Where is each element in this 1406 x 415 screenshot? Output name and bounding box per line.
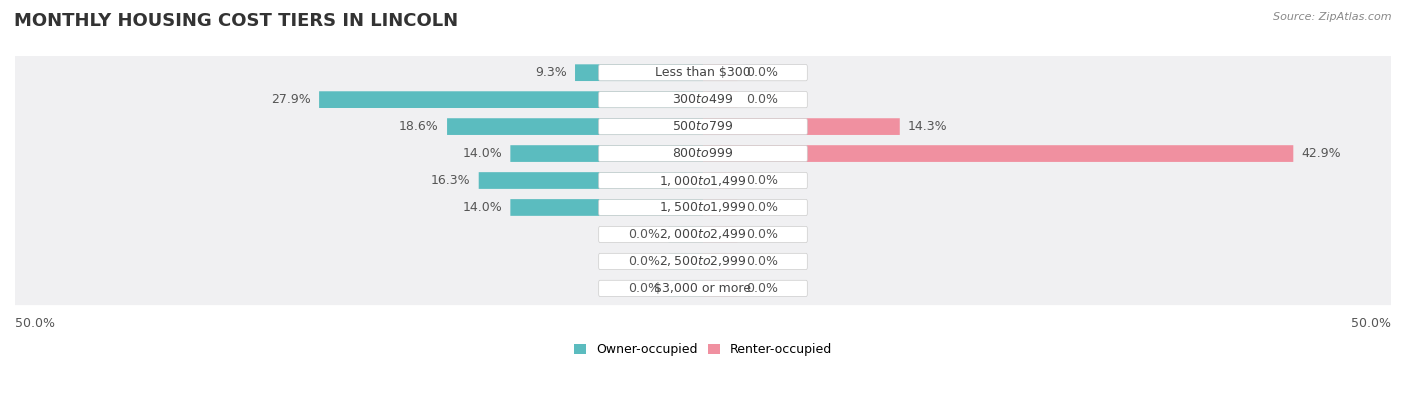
FancyBboxPatch shape (703, 91, 737, 108)
FancyBboxPatch shape (599, 146, 807, 162)
FancyBboxPatch shape (6, 272, 1400, 305)
FancyBboxPatch shape (599, 173, 807, 188)
FancyBboxPatch shape (478, 172, 703, 189)
FancyBboxPatch shape (703, 64, 737, 81)
FancyBboxPatch shape (6, 164, 1400, 197)
FancyBboxPatch shape (6, 56, 1400, 89)
FancyBboxPatch shape (599, 119, 807, 135)
Legend: Owner-occupied, Renter-occupied: Owner-occupied, Renter-occupied (568, 338, 838, 361)
Text: $800 to $999: $800 to $999 (672, 147, 734, 160)
Text: 50.0%: 50.0% (15, 317, 55, 330)
FancyBboxPatch shape (510, 199, 703, 216)
Text: $1,000 to $1,499: $1,000 to $1,499 (659, 173, 747, 188)
Text: 14.3%: 14.3% (908, 120, 948, 133)
Text: $3,000 or more: $3,000 or more (655, 282, 751, 295)
FancyBboxPatch shape (703, 253, 737, 270)
Text: 18.6%: 18.6% (399, 120, 439, 133)
FancyBboxPatch shape (703, 226, 737, 243)
FancyBboxPatch shape (599, 92, 807, 108)
FancyBboxPatch shape (669, 280, 703, 297)
Text: 0.0%: 0.0% (628, 282, 661, 295)
FancyBboxPatch shape (6, 218, 1400, 251)
FancyBboxPatch shape (6, 83, 1400, 116)
Text: 9.3%: 9.3% (536, 66, 567, 79)
Text: 0.0%: 0.0% (628, 255, 661, 268)
Text: $2,500 to $2,999: $2,500 to $2,999 (659, 254, 747, 269)
Text: $300 to $499: $300 to $499 (672, 93, 734, 106)
Text: 42.9%: 42.9% (1302, 147, 1341, 160)
FancyBboxPatch shape (703, 280, 737, 297)
FancyBboxPatch shape (599, 280, 807, 296)
FancyBboxPatch shape (510, 145, 703, 162)
Text: $1,500 to $1,999: $1,500 to $1,999 (659, 200, 747, 215)
Text: 0.0%: 0.0% (745, 201, 778, 214)
Text: 0.0%: 0.0% (745, 255, 778, 268)
Text: 0.0%: 0.0% (745, 66, 778, 79)
FancyBboxPatch shape (703, 118, 900, 135)
FancyBboxPatch shape (6, 191, 1400, 224)
Text: MONTHLY HOUSING COST TIERS IN LINCOLN: MONTHLY HOUSING COST TIERS IN LINCOLN (14, 12, 458, 30)
Text: 50.0%: 50.0% (1351, 317, 1391, 330)
FancyBboxPatch shape (703, 199, 737, 216)
Text: 0.0%: 0.0% (745, 93, 778, 106)
FancyBboxPatch shape (669, 253, 703, 270)
FancyBboxPatch shape (6, 110, 1400, 143)
Text: Source: ZipAtlas.com: Source: ZipAtlas.com (1274, 12, 1392, 22)
FancyBboxPatch shape (599, 199, 807, 215)
FancyBboxPatch shape (6, 245, 1400, 278)
Text: 14.0%: 14.0% (463, 147, 502, 160)
FancyBboxPatch shape (703, 172, 737, 189)
FancyBboxPatch shape (319, 91, 703, 108)
FancyBboxPatch shape (703, 145, 1294, 162)
Text: $2,000 to $2,499: $2,000 to $2,499 (659, 227, 747, 242)
FancyBboxPatch shape (599, 253, 807, 269)
FancyBboxPatch shape (447, 118, 703, 135)
Text: 14.0%: 14.0% (463, 201, 502, 214)
FancyBboxPatch shape (669, 226, 703, 243)
Text: 0.0%: 0.0% (745, 228, 778, 241)
Text: $500 to $799: $500 to $799 (672, 120, 734, 133)
FancyBboxPatch shape (6, 137, 1400, 170)
FancyBboxPatch shape (575, 64, 703, 81)
Text: 0.0%: 0.0% (628, 228, 661, 241)
Text: 0.0%: 0.0% (745, 282, 778, 295)
Text: 0.0%: 0.0% (745, 174, 778, 187)
Text: Less than $300: Less than $300 (655, 66, 751, 79)
FancyBboxPatch shape (599, 226, 807, 242)
Text: 27.9%: 27.9% (271, 93, 311, 106)
Text: 16.3%: 16.3% (430, 174, 471, 187)
FancyBboxPatch shape (599, 65, 807, 81)
